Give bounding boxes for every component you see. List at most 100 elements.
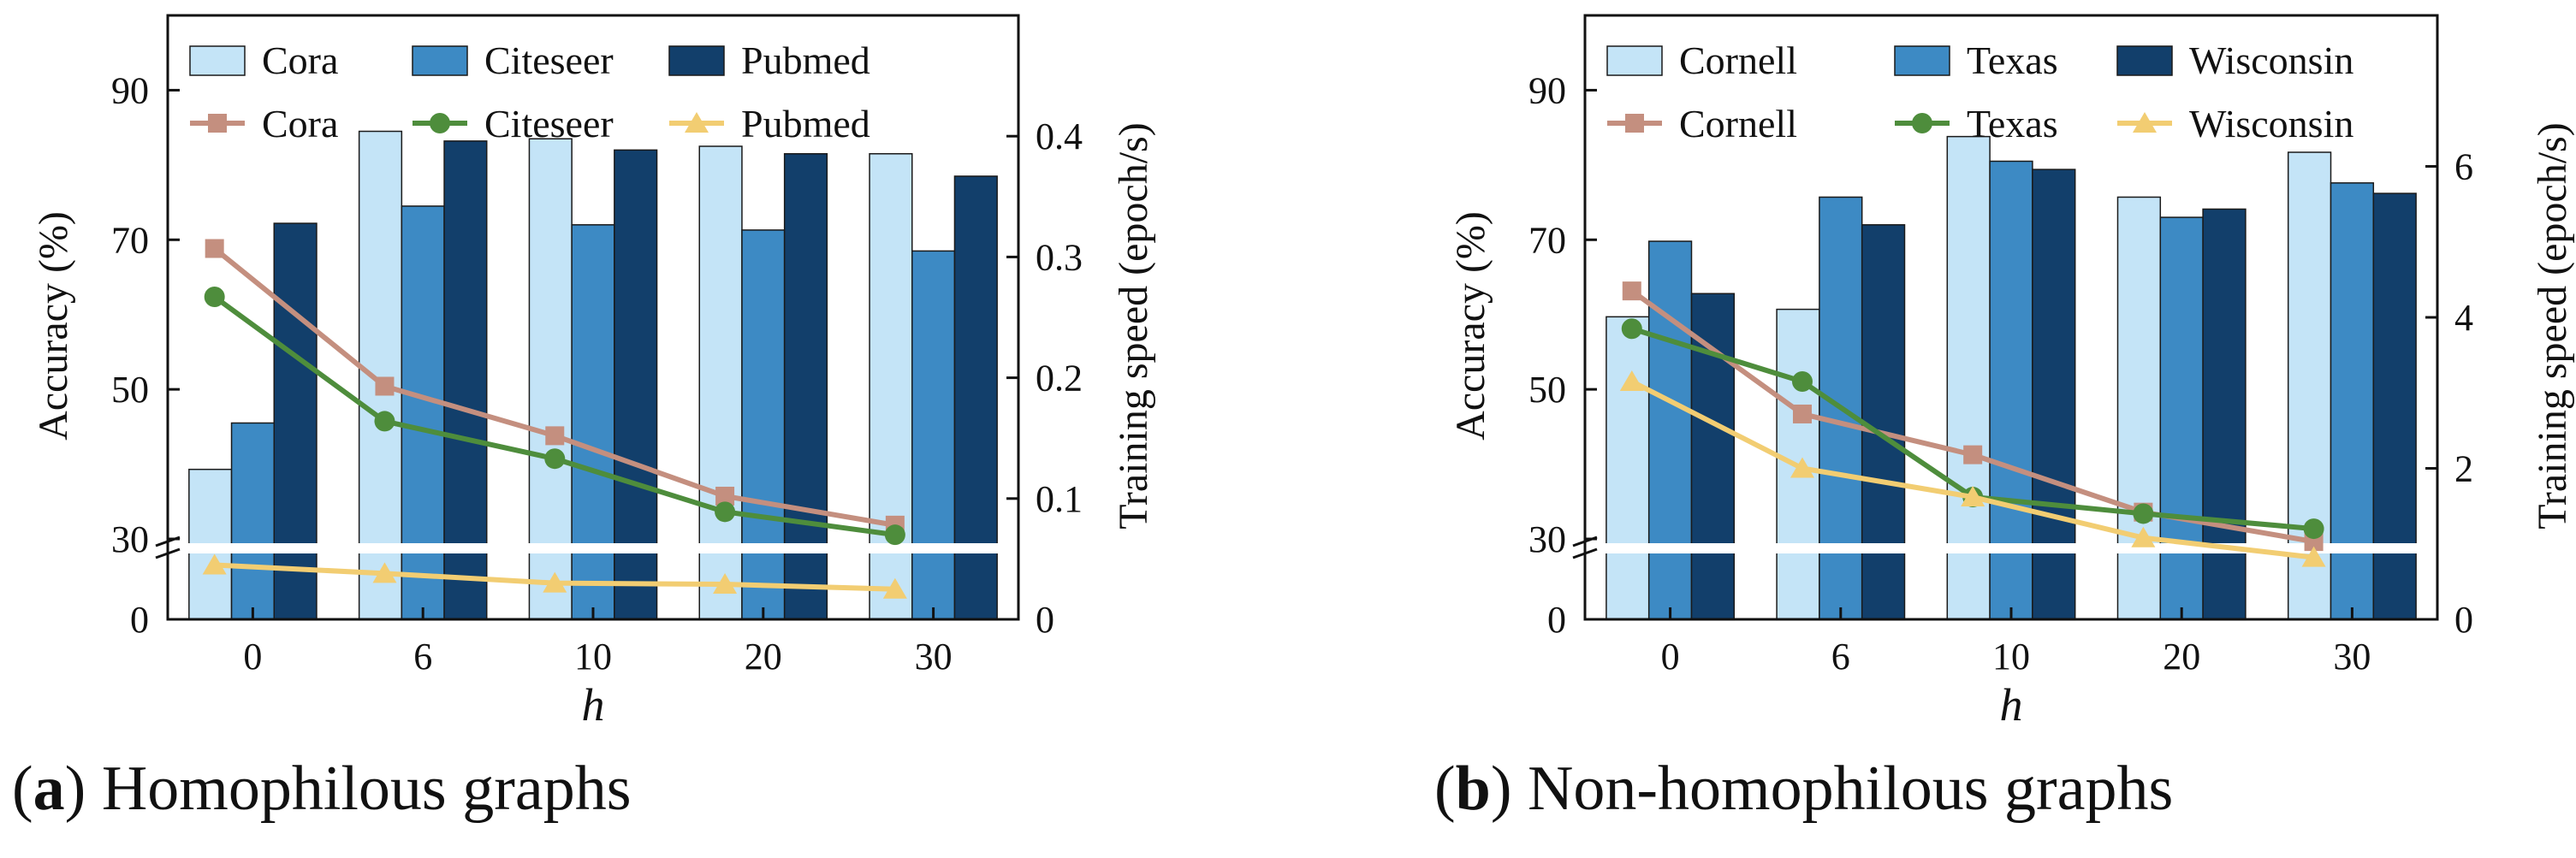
p0-marker-pubmed-4 xyxy=(882,577,907,599)
p0-marker-citeseer-2 xyxy=(544,448,566,470)
p0-marker-cora-2 xyxy=(545,426,565,446)
panel-b-letter: b xyxy=(1455,754,1491,824)
p0-legend-line-marker-1 xyxy=(430,113,450,133)
p0-legend-line-label-0: Cora xyxy=(262,102,338,145)
p0-marker-cora-3 xyxy=(715,486,735,506)
p0-marker-citeseer-4 xyxy=(884,524,905,546)
p0-bar-pubmed-2 xyxy=(614,149,658,620)
panel-a-letter: a xyxy=(33,754,65,824)
p1-legend-line-marker-0 xyxy=(1625,114,1644,133)
p1-marker-cornell-1 xyxy=(1792,404,1812,423)
p0-ytick-left-label-2: 50 xyxy=(111,369,149,411)
p0-legend-bar-swatch-2 xyxy=(668,45,725,76)
p0-marker-cora-1 xyxy=(375,376,395,396)
p0-xtick-label-2: 10 xyxy=(574,636,612,678)
p0-axis-break-band xyxy=(166,543,1020,553)
p1-bar-cornell-3 xyxy=(2116,196,2162,620)
p1-legend-line-marker-2 xyxy=(2133,112,2157,133)
p0-xtick-label-1: 6 xyxy=(413,636,432,678)
p0-ytick-right-label-1: 0.1 xyxy=(1036,478,1083,520)
p0-bar-cora-2 xyxy=(528,138,573,620)
p1-ytick-right-label-0: 0 xyxy=(2454,599,2473,641)
p0-ytick-left-label-3: 70 xyxy=(111,219,149,261)
p0-legend-line-label-1: Citeseer xyxy=(484,102,614,145)
p0-marker-pubmed-2 xyxy=(543,571,567,593)
p1-legend-bar-label-0: Cornell xyxy=(1679,38,1797,82)
panel-b-caption: (b) Non-homophilous graphs xyxy=(1434,754,2174,824)
panel-b-caption-text: Non-homophilous graphs xyxy=(1527,754,2174,824)
p1-bar-cornell-2 xyxy=(1946,135,1991,620)
p1-bar-texas-4 xyxy=(2330,182,2375,620)
p1-legend-line-label-1: Texas xyxy=(1967,102,2058,145)
p0-legend-line-marker-0 xyxy=(208,114,227,133)
p1-ytick-left-label-0: 0 xyxy=(1547,599,1566,641)
p0-marker-citeseer-1 xyxy=(374,411,395,432)
p1-marker-wisconsin-2 xyxy=(1961,486,1985,507)
p0-marker-pubmed-1 xyxy=(372,562,397,583)
p1-marker-wisconsin-0 xyxy=(1619,370,1644,392)
p1-legend-bar-label-1: Texas xyxy=(1967,38,2058,82)
p1-marker-texas-4 xyxy=(2303,518,2324,540)
p0-bars-citeseer xyxy=(230,205,956,620)
p1-xtick-label-4: 30 xyxy=(2333,636,2371,678)
p0-bar-citeseer-2 xyxy=(571,224,615,620)
p0-legend: Cora Citeseer Pubmed Cora Citeseer Pubmed xyxy=(189,38,870,145)
p0-bars-cora xyxy=(188,130,913,620)
p0-ylabel-left: Accuracy (%) xyxy=(31,211,76,441)
p1-bar-wisconsin-0 xyxy=(1690,293,1736,620)
p0-legend-line-label-2: Pubmed xyxy=(741,102,870,145)
p1-xlabel: h xyxy=(2000,679,2023,731)
p1-bar-wisconsin-4 xyxy=(2372,192,2417,620)
p1-marker-cornell-0 xyxy=(1622,281,1641,301)
p1-legend-line-label-0: Cornell xyxy=(1679,102,1797,145)
p0-ytick-left-label-1: 30 xyxy=(111,518,149,560)
p1-bar-cornell-0 xyxy=(1606,316,1650,620)
p1-ytick-right-label-2: 4 xyxy=(2454,297,2473,339)
p0-bar-citeseer-1 xyxy=(401,205,445,620)
p1-ylabel-left: Accuracy (%) xyxy=(1448,211,1493,441)
p1-legend: Cornell Texas Wisconsin Cornell Texas Wiscons… xyxy=(1606,38,2353,145)
p0-marker-citeseer-3 xyxy=(715,501,736,523)
p1-xtick-label-2: 10 xyxy=(1992,636,2030,678)
p1-marker-texas-1 xyxy=(1791,371,1813,393)
p0-break-mark-lower xyxy=(155,547,181,559)
p0-ytick-left-label-4: 90 xyxy=(111,69,149,111)
p1-legend-bar-swatch-1 xyxy=(1894,45,1950,76)
p0-ylabel-right: Training speed (epoch/s) xyxy=(1111,122,1156,529)
panel-a-chart: 0 30 50 70 90 0 0.1 0.2 0.3 0.4 0 6 10 20 30 h Accuracy … xyxy=(31,14,1156,731)
p1-marker-wisconsin-3 xyxy=(2131,526,2156,547)
p0-ytick-right-label-4: 0.4 xyxy=(1036,115,1083,157)
p0-bar-citeseer-3 xyxy=(741,229,786,620)
p0-ytick-right-label-2: 0.2 xyxy=(1036,358,1083,399)
p1-ytick-left-label-2: 50 xyxy=(1528,369,1566,411)
p0-xtick-label-3: 20 xyxy=(745,636,782,678)
p0-legend-bar-label-1: Citeseer xyxy=(484,38,614,82)
p0-marker-pubmed-0 xyxy=(202,553,227,575)
p0-bar-cora-1 xyxy=(358,130,403,620)
p0-xtick-label-0: 0 xyxy=(243,636,262,678)
p0-marker-cora-0 xyxy=(205,239,224,258)
p0-legend-bar-swatch-1 xyxy=(412,45,468,76)
p1-marker-texas-3 xyxy=(2133,503,2154,524)
p1-legend-bar-label-2: Wisconsin xyxy=(2189,38,2353,82)
p0-legend-bar-swatch-0 xyxy=(189,45,246,76)
p1-bar-wisconsin-1 xyxy=(1861,224,1906,620)
panel-b-chart: 0 30 50 70 90 0 2 4 6 0 6 10 20 30 h Accuracy (%) Traini… xyxy=(1448,14,2575,731)
p1-marker-wisconsin-1 xyxy=(1790,457,1814,478)
p1-xtick-label-1: 6 xyxy=(1831,636,1850,678)
p1-break-mark-lower xyxy=(1572,547,1598,559)
p0-legend-bar-label-2: Pubmed xyxy=(741,38,870,82)
p1-legend-line-label-2: Wisconsin xyxy=(2189,102,2353,145)
p0-bar-citeseer-4 xyxy=(911,250,956,620)
p1-ytick-left-label-4: 90 xyxy=(1528,69,1566,111)
p1-ytick-right-label-3: 6 xyxy=(2454,146,2473,188)
p0-ytick-right-label-3: 0.3 xyxy=(1036,236,1083,278)
p1-legend-line-marker-1 xyxy=(1912,113,1932,133)
p1-bar-wisconsin-3 xyxy=(2202,208,2247,620)
p1-xtick-label-3: 20 xyxy=(2163,636,2200,678)
p1-ytick-right-label-1: 2 xyxy=(2454,448,2473,490)
p0-bar-citeseer-0 xyxy=(230,422,275,620)
p0-xtick-label-4: 30 xyxy=(915,636,953,678)
p0-legend-bar-label-0: Cora xyxy=(262,38,338,82)
